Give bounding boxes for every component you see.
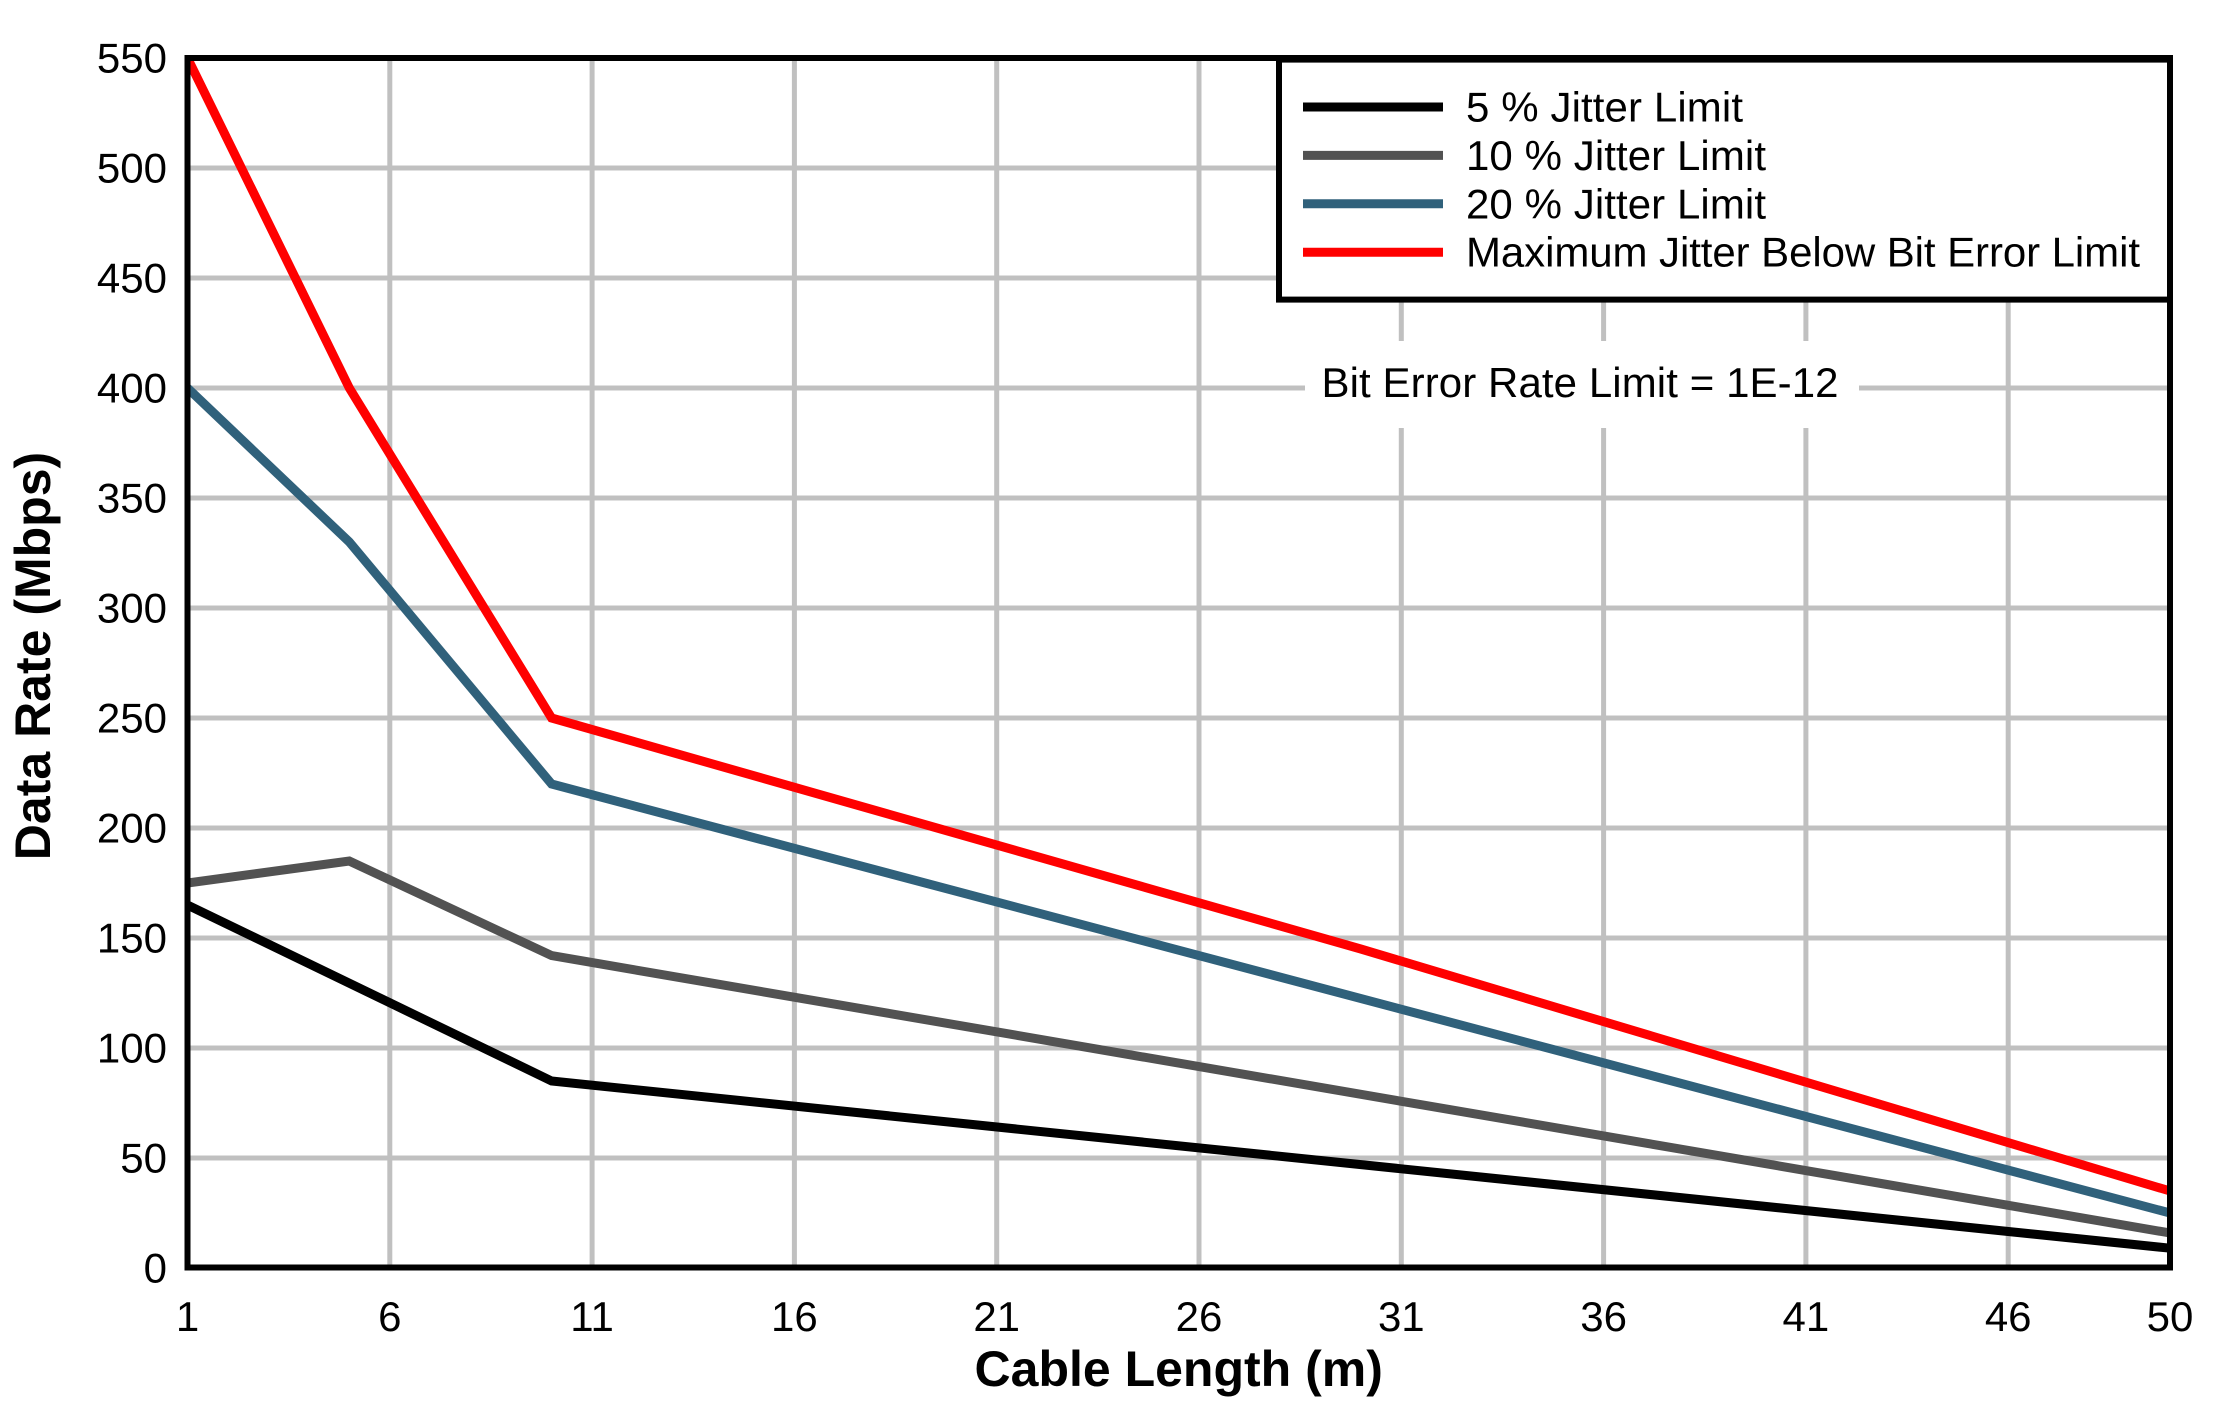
svg-text:Bit Error Rate Limit = 1E-12: Bit Error Rate Limit = 1E-12 bbox=[1322, 359, 1839, 406]
svg-text:300: 300 bbox=[97, 585, 167, 632]
svg-text:Cable Length (m): Cable Length (m) bbox=[975, 1341, 1383, 1397]
svg-text:Maximum Jitter Below Bit Error: Maximum Jitter Below Bit Error Limit bbox=[1466, 229, 2140, 276]
svg-text:46: 46 bbox=[1985, 1293, 2032, 1340]
svg-text:50: 50 bbox=[120, 1135, 167, 1182]
svg-text:350: 350 bbox=[97, 475, 167, 522]
svg-text:550: 550 bbox=[97, 35, 167, 82]
svg-text:Data Rate (Mbps): Data Rate (Mbps) bbox=[5, 452, 61, 860]
svg-text:50: 50 bbox=[2147, 1293, 2194, 1340]
svg-text:400: 400 bbox=[97, 365, 167, 412]
svg-text:200: 200 bbox=[97, 805, 167, 852]
svg-text:0: 0 bbox=[144, 1245, 167, 1292]
svg-text:31: 31 bbox=[1378, 1293, 1425, 1340]
svg-text:250: 250 bbox=[97, 695, 167, 742]
svg-text:6: 6 bbox=[378, 1293, 401, 1340]
svg-text:16: 16 bbox=[771, 1293, 818, 1340]
svg-text:100: 100 bbox=[97, 1025, 167, 1072]
svg-text:36: 36 bbox=[1580, 1293, 1627, 1340]
svg-text:450: 450 bbox=[97, 255, 167, 302]
svg-text:20 % Jitter Limit: 20 % Jitter Limit bbox=[1466, 180, 1766, 227]
svg-text:11: 11 bbox=[570, 1293, 614, 1340]
svg-text:5 % Jitter Limit: 5 % Jitter Limit bbox=[1466, 84, 1743, 131]
svg-text:1: 1 bbox=[176, 1293, 199, 1340]
svg-text:26: 26 bbox=[1176, 1293, 1223, 1340]
svg-text:150: 150 bbox=[97, 915, 167, 962]
svg-text:41: 41 bbox=[1783, 1293, 1830, 1340]
svg-text:10 % Jitter Limit: 10 % Jitter Limit bbox=[1466, 132, 1766, 179]
svg-text:21: 21 bbox=[973, 1293, 1020, 1340]
svg-text:500: 500 bbox=[97, 145, 167, 192]
